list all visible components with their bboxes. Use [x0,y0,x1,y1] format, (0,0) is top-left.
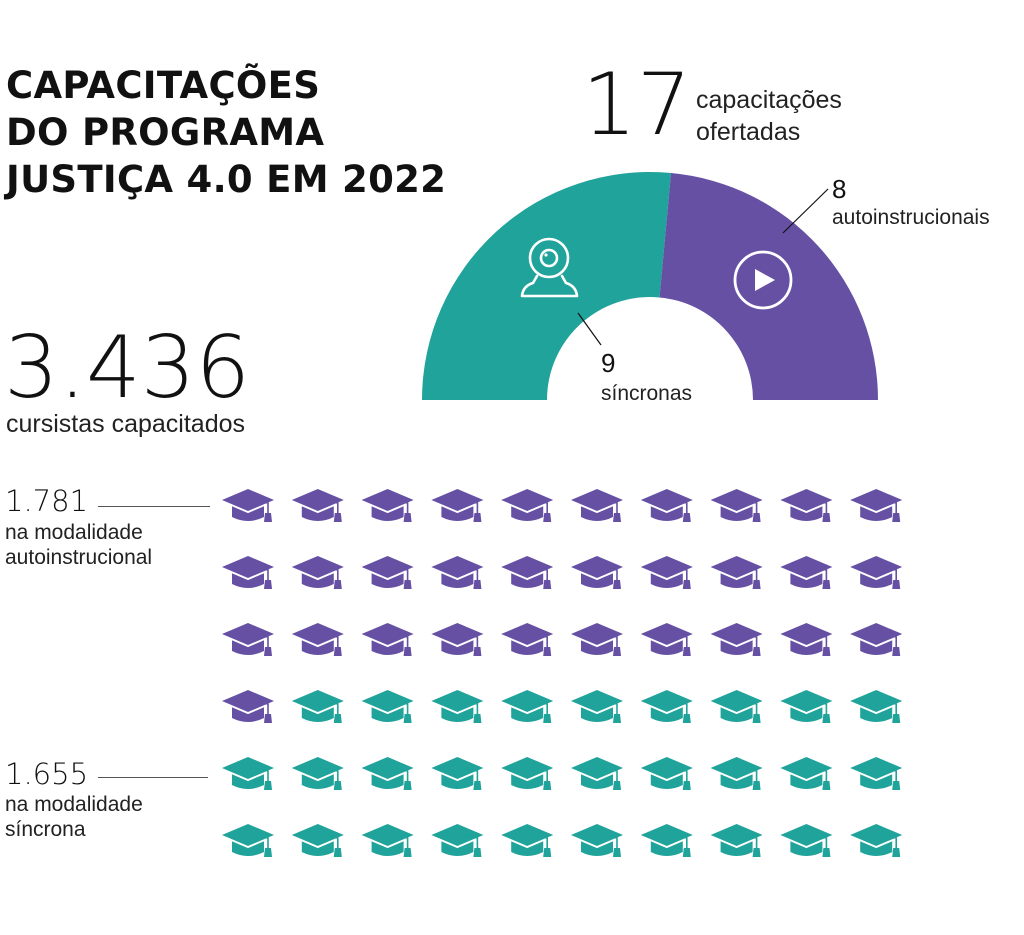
title-line-2: DO PROGRAMA [6,111,325,154]
graduation-cap-icon [431,757,484,790]
graduation-cap-icon [710,757,763,790]
offered-label-line-1: capacitações [696,86,842,114]
offered-total: 17 [582,55,692,155]
synchronous-group-count: 1.655 [5,757,89,791]
graduation-cap-icon [640,556,693,589]
graduation-cap-icon [291,623,344,656]
graduation-cap-icon [640,690,693,723]
graduation-cap-icon [431,824,484,857]
graduation-cap-icon [431,556,484,589]
graduation-cap-icon [431,489,484,522]
graduation-cap-icon [431,623,484,656]
graduation-cap-icon [850,623,903,656]
graduation-cap-icon [222,824,274,857]
graduation-cap-icon [361,824,414,857]
graduation-cap-icon [361,690,414,723]
graduation-cap-icon [640,824,693,857]
graduation-cap-icon [571,757,623,790]
graduation-cap-icon [780,757,833,790]
self-paced-group-count: 1.781 [5,484,89,518]
graduation-cap-icon [501,824,554,857]
graduation-cap-icon [571,556,623,589]
self-paced-group-label: na modalidade autoinstrucional [5,520,152,570]
graduation-cap-icon [571,623,623,656]
graduation-cap-icon [710,556,763,589]
play-icon [733,250,793,310]
graduation-cap-icon [501,757,554,790]
graduation-cap-icon [780,556,833,589]
graduation-cap-icon [640,623,693,656]
graduation-cap-icon [710,690,763,723]
synchronous-callout-line [577,312,602,346]
self-paced-segment [659,172,878,400]
graduation-cap-icon [780,623,833,656]
graduation-cap-icon [501,556,554,589]
graduation-cap-icon [780,690,833,723]
graduation-cap-icon [361,623,414,656]
graduation-cap-icon [640,489,693,522]
graduation-cap-icon [361,757,414,790]
graduation-cap-icon [571,824,623,857]
graduation-cap-icon [850,690,903,723]
graduation-cap-icon [710,824,763,857]
graduation-cap-icon [222,623,274,656]
webcam-icon [520,237,579,298]
self-paced-segment-count: 8 [832,174,847,204]
graduation-cap-icon [501,690,554,723]
trainees-total: 3.436 [4,318,251,418]
self-paced-group-label-line-2: autoinstrucional [5,546,153,569]
graduation-cap-icon [780,824,833,857]
graduation-cap-icon [571,489,623,522]
synchronous-segment-label: síncronas [601,382,693,405]
graduation-cap-icon [850,556,903,589]
graduation-cap-icon [571,690,623,723]
graduation-cap-icon [291,757,344,790]
graduation-cap-icon [431,690,484,723]
self-paced-group-label-line-1: na modalidade [5,521,143,544]
offered-label-line-2: ofertadas [696,118,801,146]
graduation-cap-icon [291,489,344,522]
title-line-3: JUSTIÇA 4.0 EM 2022 [6,158,447,201]
graduation-cap-icon [501,623,554,656]
synchronous-group-label-line-2: síncrona [5,818,86,841]
synchronous-segment-count: 9 [601,348,616,378]
graduation-cap-icon [222,556,274,589]
trainees-label: cursistas capacitados [6,410,246,438]
graduation-cap-icon [291,824,344,857]
synchronous-group-label: na modalidade síncrona [5,792,143,842]
graduation-cap-icon [710,489,763,522]
self-paced-segment-label: autoinstrucionais [832,206,990,229]
page-title: CAPACITAÇÕES DO PROGRAMA JUSTIÇA 4.0 EM … [6,62,446,203]
self-paced-leader-line [98,506,210,507]
synchronous-segment [422,172,672,400]
graduation-cap-icon [222,757,274,790]
graduation-cap-icon [222,489,274,522]
graduation-cap-icon [291,690,344,723]
graduation-cap-icon [850,489,903,522]
self-paced-callout-line [782,188,829,234]
graduation-cap-icon [850,757,903,790]
graduation-cap-icon [222,690,274,723]
graduation-cap-icon [361,489,414,522]
graduation-cap-icon [640,757,693,790]
graduation-cap-icon [710,623,763,656]
graduation-cap-icon [291,556,344,589]
title-line-1: CAPACITAÇÕES [6,64,321,107]
offered-label: capacitações ofertadas [696,84,842,148]
graduation-cap-icon [780,489,833,522]
graduation-cap-icon [361,556,414,589]
graduation-cap-icon [501,489,554,522]
synchronous-group-label-line-1: na modalidade [5,793,143,816]
graduation-cap-icon [850,824,903,857]
synchronous-leader-line [98,777,208,778]
